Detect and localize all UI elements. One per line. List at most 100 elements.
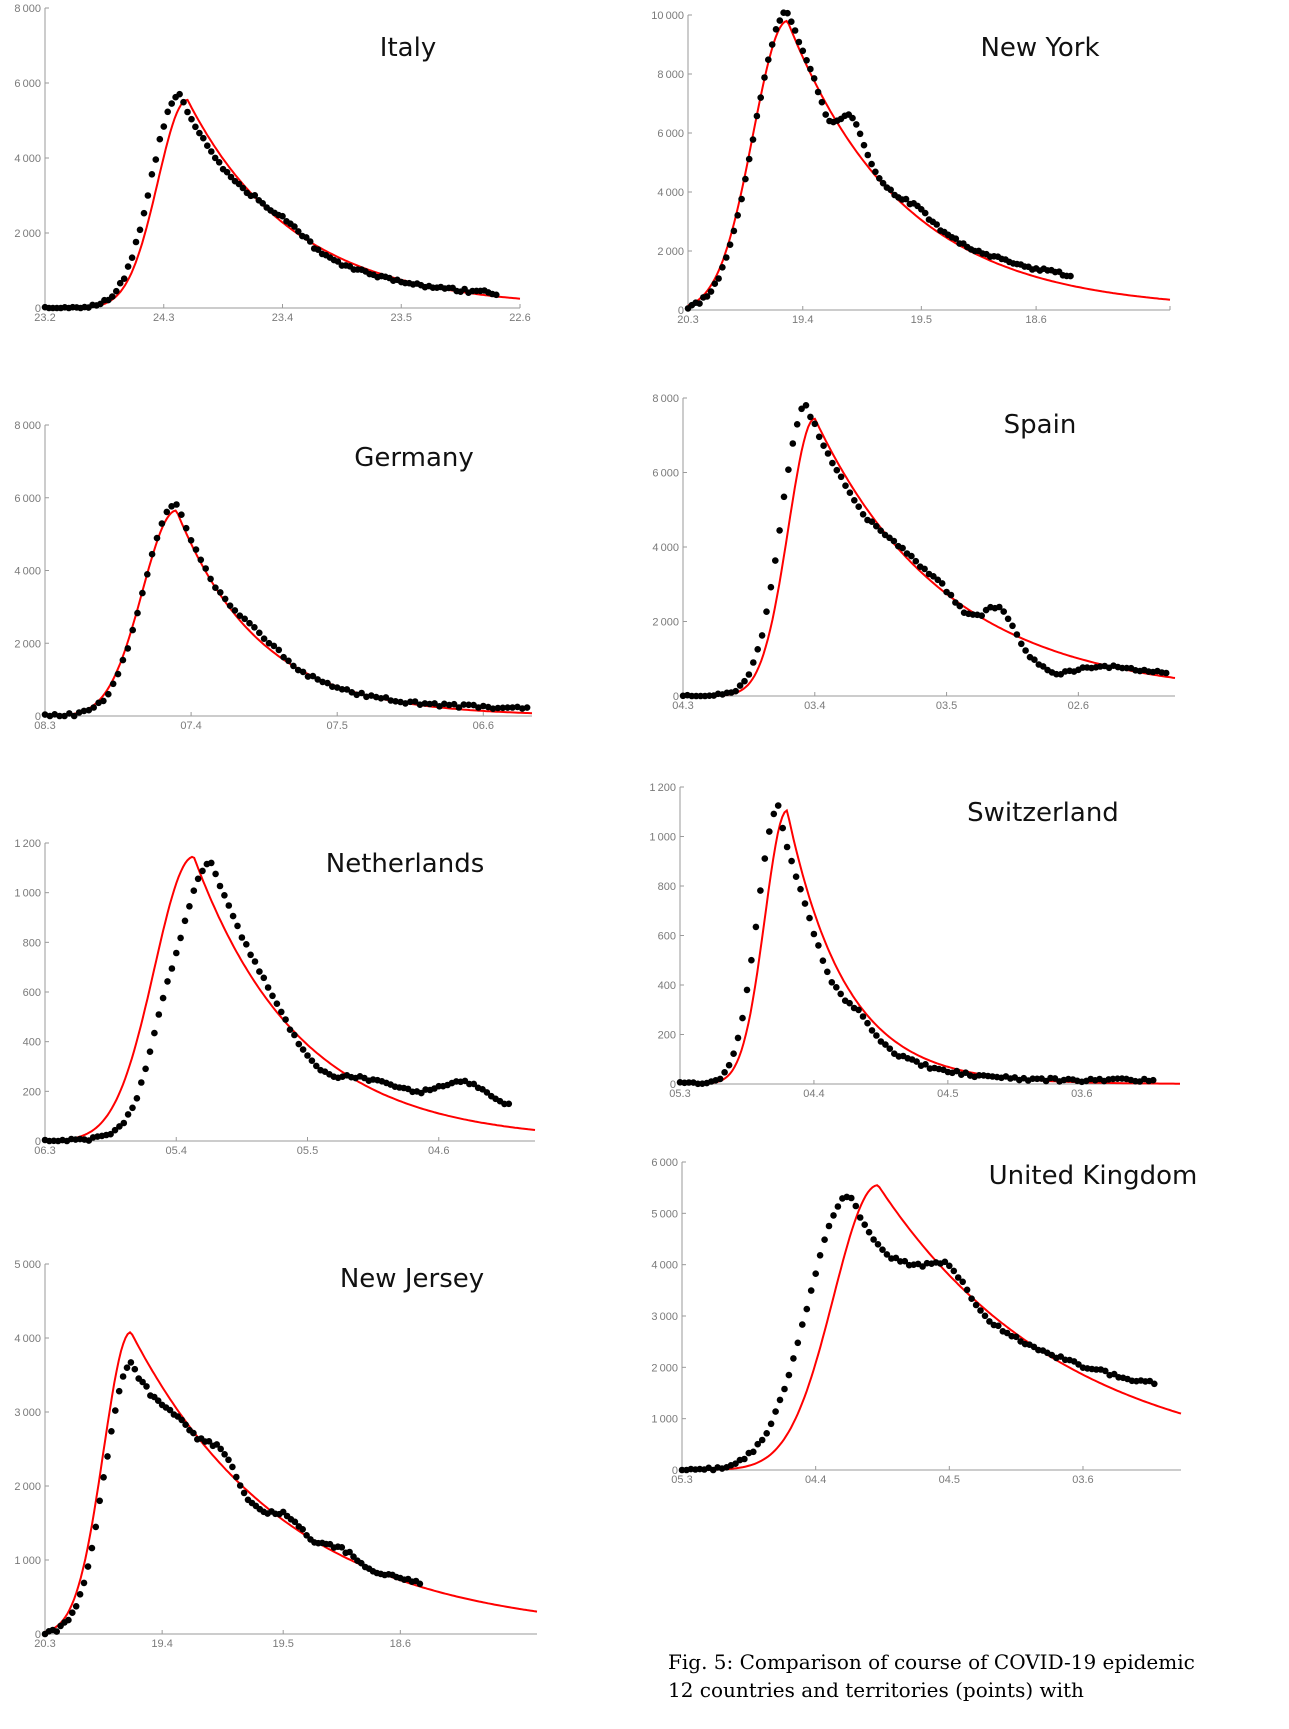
x-tick-label: 20.3 <box>34 1638 55 1650</box>
caption-line-1: Fig. 5: Comparison of course of COVID-19… <box>668 1650 1195 1674</box>
data-point <box>194 875 202 883</box>
data-point <box>968 1295 975 1302</box>
chart-new-york: 0 2 000 4 000 6 000 8 000 10 000 20.3 19.4 19.5 1… <box>651 9 1171 326</box>
data-point <box>806 914 813 922</box>
data-point <box>124 1111 132 1118</box>
data-point <box>810 930 818 938</box>
x-tick-label: 08.3 <box>34 720 55 732</box>
data-point <box>930 573 937 580</box>
y-tick-label: 6 000 <box>651 1157 678 1169</box>
data-point <box>156 135 164 143</box>
data-point <box>65 1616 72 1624</box>
data-point <box>291 223 298 230</box>
data-point <box>377 695 385 702</box>
data-point <box>765 56 772 63</box>
data-point <box>392 698 399 705</box>
data-point <box>238 934 246 941</box>
data-point <box>279 212 286 220</box>
x-tick-label: 04.6 <box>428 1145 449 1157</box>
data-point <box>1067 272 1074 280</box>
y-tick-label: 0 <box>672 1465 678 1477</box>
data-point <box>164 978 171 985</box>
data-point <box>204 142 211 149</box>
fit-curve <box>44 855 536 1142</box>
data-point <box>792 873 800 880</box>
data-point <box>226 602 234 609</box>
data-point <box>848 1194 855 1202</box>
data-point <box>123 1364 131 1371</box>
y-tick-label: 2 000 <box>14 638 41 650</box>
data-point <box>115 1387 123 1395</box>
x-tick-label: 18.6 <box>1025 314 1046 326</box>
y-tick-label: 6 000 <box>657 128 684 140</box>
fit-curve <box>683 417 1176 697</box>
data-point <box>146 1048 154 1055</box>
data-point <box>793 421 801 428</box>
data-point <box>902 195 910 203</box>
y-tick-label: 0 <box>673 691 679 703</box>
data-point <box>286 1026 294 1033</box>
data-point <box>134 609 141 617</box>
data-point <box>407 698 414 706</box>
data-point <box>509 704 516 711</box>
data-point <box>144 192 152 199</box>
data-point <box>933 221 940 228</box>
data-point <box>139 589 146 597</box>
y-tick-label: 800 <box>23 937 41 949</box>
data-point <box>133 1095 141 1102</box>
data-point <box>131 1365 139 1373</box>
data-point <box>766 828 773 835</box>
data-point <box>460 701 468 708</box>
data-point <box>221 892 228 899</box>
data-point <box>291 1031 298 1039</box>
data-point <box>295 228 302 235</box>
data-point <box>243 941 250 948</box>
data-point <box>227 173 235 181</box>
data-point <box>981 1312 989 1320</box>
data-point <box>269 992 276 1000</box>
data-point <box>338 686 346 693</box>
data-point <box>767 583 775 591</box>
data-point <box>299 1526 307 1533</box>
data-point <box>874 1241 882 1248</box>
data-point <box>190 1429 197 1437</box>
y-tick-label: 0 <box>35 1629 41 1641</box>
data-point <box>260 635 268 642</box>
y-tick-label: 2 000 <box>652 617 679 629</box>
data-point <box>124 263 132 270</box>
data-point <box>234 922 241 930</box>
data-point <box>246 619 253 627</box>
data-point <box>772 557 779 564</box>
data-point <box>972 1301 980 1309</box>
data-point <box>109 680 117 688</box>
data-point <box>493 291 500 299</box>
data-point <box>730 227 738 235</box>
data-point <box>846 489 854 496</box>
data-point <box>207 575 214 583</box>
data-point <box>192 123 199 131</box>
data-point <box>197 556 205 564</box>
data-point <box>824 968 831 976</box>
data-point <box>963 1286 971 1294</box>
chart-panel-united-kingdom: 0 1 000 2 000 3 000 4 000 5 000 6 000 05.3 04.4 0… <box>640 1150 1289 1510</box>
data-point <box>1031 656 1038 663</box>
data-point <box>505 1100 513 1108</box>
data-point <box>842 482 849 489</box>
x-tick-label: 19.4 <box>792 314 813 326</box>
data-point <box>108 1428 115 1435</box>
data-point <box>84 1563 92 1570</box>
data-point <box>784 9 791 17</box>
data-point <box>859 1013 867 1020</box>
data-point <box>883 1251 891 1258</box>
data-point <box>934 576 942 584</box>
data-point <box>774 802 782 809</box>
data-point <box>807 65 814 73</box>
data-point <box>977 1307 984 1314</box>
x-tick-label: 18.6 <box>390 1638 411 1650</box>
data-point <box>306 238 314 245</box>
data-point <box>160 123 168 130</box>
y-tick-label: 6 000 <box>652 468 679 480</box>
data-point <box>116 279 124 287</box>
data-point <box>324 679 331 687</box>
x-tick-label: 22.6 <box>509 312 530 324</box>
